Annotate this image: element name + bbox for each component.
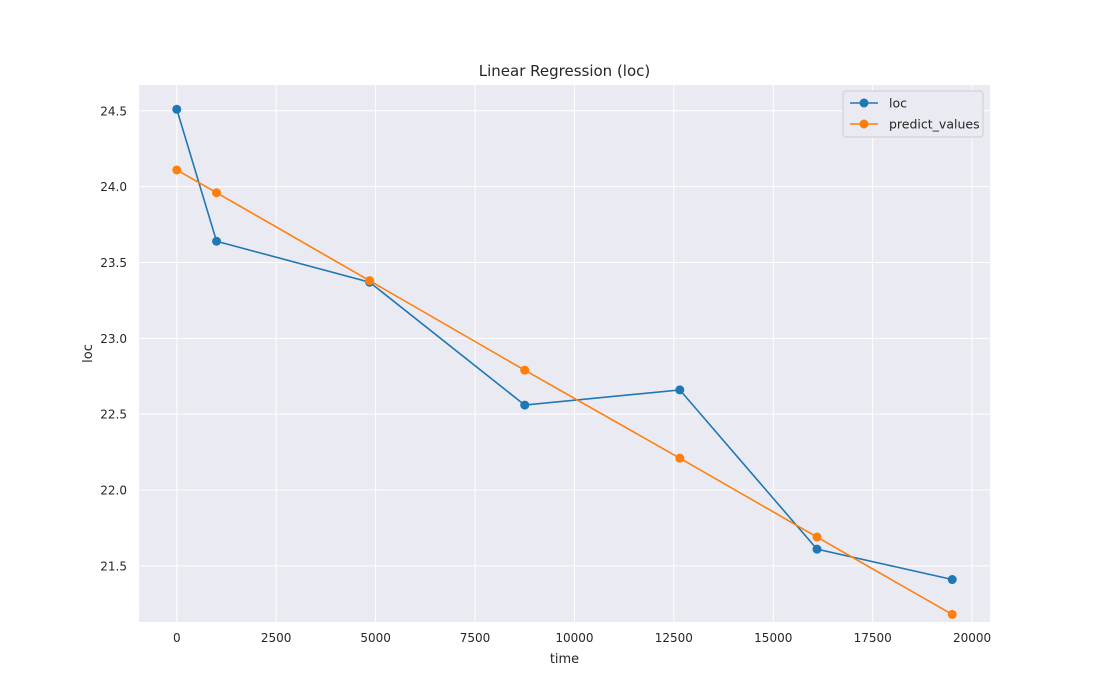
data-point — [172, 104, 182, 114]
data-point — [520, 365, 530, 375]
x-tick-label: 2500 — [261, 631, 292, 645]
x-tick-label: 20000 — [953, 631, 991, 645]
data-point — [212, 188, 222, 198]
grid — [139, 85, 990, 622]
y-tick-label: 21.5 — [100, 559, 127, 573]
legend-item: loc — [850, 96, 907, 111]
legend-marker — [859, 98, 869, 108]
series-predict-values — [172, 165, 957, 619]
x-tick-label: 7500 — [460, 631, 491, 645]
plot-background — [139, 85, 990, 622]
y-tick-label: 22.0 — [100, 484, 127, 498]
data-point — [520, 400, 530, 410]
data-point — [675, 385, 685, 395]
y-tick-label: 23.5 — [100, 256, 127, 270]
legend-item: predict_values — [850, 117, 980, 132]
y-tick-label: 22.5 — [100, 408, 127, 422]
x-tick-label: 12500 — [655, 631, 693, 645]
series-layer — [172, 104, 957, 619]
chart-title: Linear Regression (loc) — [479, 62, 651, 80]
legend-marker — [859, 119, 869, 129]
x-tick-label: 17500 — [854, 631, 892, 645]
x-tick-label: 0 — [173, 631, 181, 645]
x-axis-label: time — [550, 652, 579, 667]
y-tick-label: 24.5 — [100, 104, 127, 118]
legend-label: predict_values — [889, 117, 980, 132]
data-point — [172, 165, 182, 175]
y-tick-label: 24.0 — [100, 180, 127, 194]
legend-label: loc — [889, 96, 907, 111]
data-point — [947, 609, 957, 619]
data-point — [365, 276, 375, 286]
x-tick-label: 15000 — [754, 631, 792, 645]
x-tick-label: 5000 — [360, 631, 391, 645]
x-axis-ticks: 0 2500 5000 7500 10000 12500 15000 17500 20000 — [173, 631, 991, 645]
data-point — [675, 453, 685, 463]
legend: loc predict_values — [842, 90, 984, 138]
data-point — [812, 532, 822, 542]
y-axis-ticks: 21.5 22.0 22.5 23.0 23.5 24.0 24.5 — [100, 104, 127, 573]
y-axis-label: loc — [81, 344, 96, 363]
data-point — [947, 575, 957, 585]
data-point — [212, 236, 222, 246]
x-tick-label: 10000 — [555, 631, 593, 645]
data-point — [812, 544, 822, 554]
y-tick-label: 23.0 — [100, 332, 127, 346]
